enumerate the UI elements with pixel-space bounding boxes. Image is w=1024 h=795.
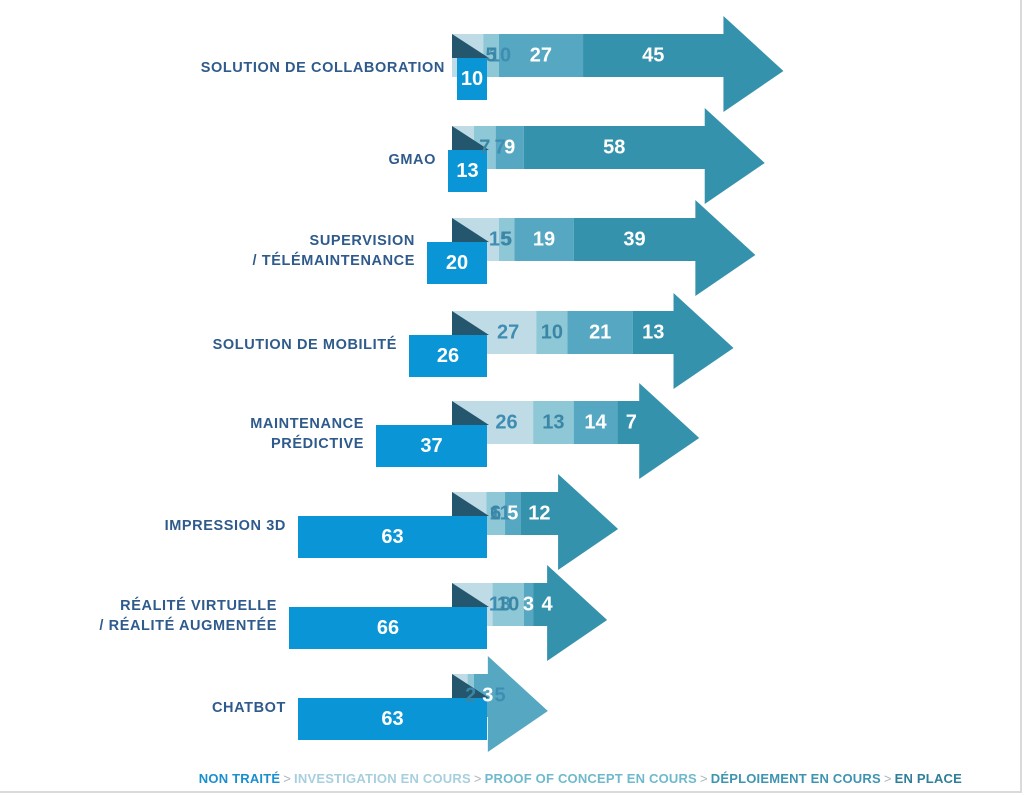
bar-segment-non-traite: [448, 150, 487, 192]
data-label: 7: [494, 137, 505, 159]
data-label: 7: [479, 137, 490, 159]
data-label: 26: [437, 345, 459, 367]
data-label: 58: [603, 137, 625, 159]
data-label: 10: [461, 68, 483, 90]
data-label: 2: [465, 685, 476, 707]
bar-segment-arrow: [523, 108, 765, 204]
data-label: 26: [495, 412, 517, 434]
category-label: RÉALITÉ VIRTUELLE / RÉALITÉ AUGMENTÉE: [99, 598, 277, 634]
category-label: SOLUTION DE MOBILITÉ: [212, 337, 397, 353]
bar-segment-non-traite: [409, 335, 487, 377]
bar-segment-non-traite: [427, 242, 487, 284]
bar-segment: [498, 218, 515, 261]
data-label: 6: [490, 503, 501, 525]
category-label: CHATBOT: [211, 700, 286, 716]
bar-segment-arrow: [583, 16, 784, 112]
data-label: 19: [533, 229, 555, 251]
data-label: 9: [504, 137, 515, 159]
fold-triangle: [452, 311, 489, 335]
bar-segment-arrow: [473, 656, 548, 752]
legend-item: PROOF OF CONCEPT EN COURS: [484, 771, 697, 786]
data-label: 14: [584, 412, 607, 434]
bar-segment-arrow: [520, 474, 619, 570]
fold-triangle: [452, 401, 489, 425]
legend-separator: >: [473, 771, 482, 786]
fold-triangle: [452, 34, 489, 58]
bar-segment-arrow: [533, 565, 608, 661]
category-label: MAINTENANCE PRÉDICTIVE: [250, 416, 364, 452]
bar-segment-non-traite: [298, 516, 487, 558]
legend-item: INVESTIGATION EN COURS: [294, 771, 471, 786]
legend-item: NON TRAITÉ: [198, 771, 281, 786]
legend: NON TRAITÉ > INVESTIGATION EN COURS > PROOF …: [199, 771, 962, 786]
fold-triangle: [452, 583, 489, 607]
data-label: 27: [497, 322, 519, 344]
category-label: SOLUTION DE COLLABORATION: [200, 60, 445, 76]
data-label: 7: [626, 412, 637, 434]
data-label: 63: [381, 708, 403, 730]
data-label: 37: [420, 435, 442, 457]
legend-separator: >: [283, 771, 292, 786]
data-label: 4: [542, 594, 554, 616]
fold-triangle: [452, 674, 489, 698]
legend-separator: >: [699, 771, 708, 786]
data-label: 12: [528, 503, 550, 525]
bar-segment: [567, 311, 633, 354]
data-label: 10: [489, 45, 511, 67]
data-label: 5: [507, 503, 518, 525]
legend-separator: >: [883, 771, 892, 786]
bar-segment: [533, 401, 574, 444]
data-label: 21: [589, 322, 611, 344]
bar-segment-arrow: [617, 383, 700, 479]
data-label: 27: [530, 45, 552, 67]
bar-segment-non-traite: [289, 607, 487, 649]
data-label: 63: [381, 526, 403, 548]
bar-segment-non-traite: [298, 698, 487, 740]
bar-segment: [523, 583, 534, 626]
bar-segment-arrow: [632, 293, 734, 389]
bar-segment-arrow: [573, 200, 756, 296]
bar-segment: [573, 401, 618, 444]
data-label: 66: [377, 617, 399, 639]
data-label: 10: [541, 322, 563, 344]
data-label: 45: [642, 45, 664, 67]
legend-item: DÉPLOIEMENT EN COURS: [710, 771, 881, 786]
data-label: 5: [501, 229, 512, 251]
data-label: 11: [489, 503, 510, 525]
category-label: GMAO: [388, 152, 436, 168]
category-label: IMPRESSION 3D: [164, 518, 286, 534]
data-label: 3: [482, 685, 493, 707]
bar-segment: [505, 492, 521, 535]
data-label: 13: [489, 594, 511, 616]
bar-segment-non-traite: [457, 58, 487, 100]
fold-triangle: [452, 218, 489, 242]
fold-triangle: [452, 492, 489, 516]
data-label: 10: [497, 594, 519, 616]
bar-segment: [495, 126, 524, 169]
bar-segment-non-traite: [376, 425, 487, 467]
data-label: 13: [542, 412, 564, 434]
fold-triangle: [452, 126, 489, 150]
category-label: SUPERVISION / TÉLÉMAINTENANCE: [252, 233, 415, 269]
data-label: 5: [485, 45, 496, 67]
data-label: 15: [489, 229, 511, 251]
data-label: 20: [446, 252, 468, 274]
bar-segment: [536, 311, 568, 354]
bar-segment: [492, 583, 524, 626]
bar-segment: [514, 218, 574, 261]
data-label: 13: [456, 160, 478, 182]
bar-segment: [498, 34, 584, 77]
legend-item: EN PLACE: [894, 771, 962, 786]
data-label: 39: [623, 229, 645, 251]
bar-segment: [486, 492, 506, 535]
data-label: 13: [642, 322, 664, 344]
data-label: 3: [523, 594, 534, 616]
bar-segment: [483, 34, 499, 77]
data-label: 5: [494, 685, 505, 707]
